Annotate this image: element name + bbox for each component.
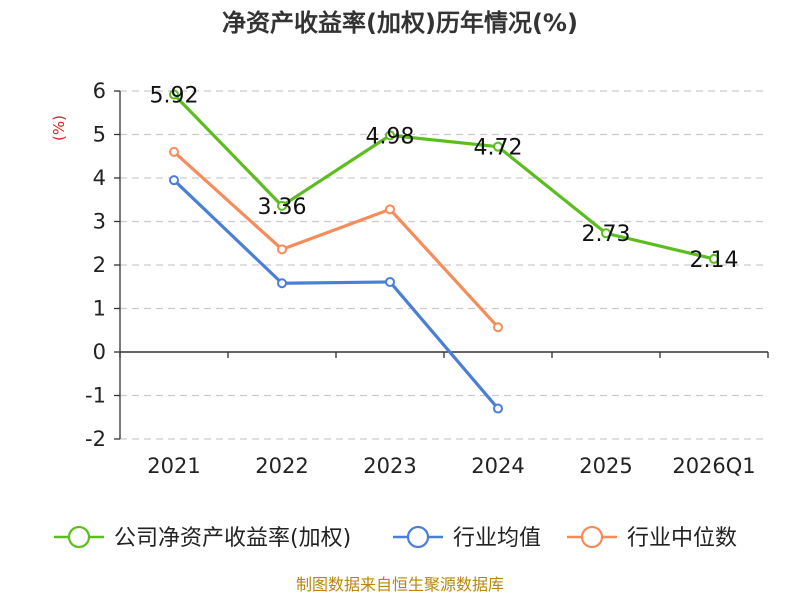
x-tick-label: 2022 bbox=[255, 454, 308, 478]
data-point[interactable] bbox=[169, 175, 179, 186]
series-line bbox=[172, 93, 715, 261]
x-tick-label: 2023 bbox=[363, 454, 416, 478]
legend-label: 行业均值 bbox=[453, 526, 541, 551]
y-tick-labels: 6 5 4 3 2 1 0 -1 -2 bbox=[85, 79, 106, 451]
chart-title: 净资产收益率(加权)历年情况(%) bbox=[222, 9, 578, 37]
data-point[interactable] bbox=[169, 146, 179, 157]
legend-marker bbox=[67, 525, 91, 549]
x-tick-label: 2024 bbox=[471, 454, 524, 478]
data-point[interactable] bbox=[277, 200, 287, 211]
legend[interactable]: 公司净资产收益率(加权) 行业均值 行业中位数 bbox=[54, 525, 737, 551]
legend-marker bbox=[406, 525, 430, 549]
y-tick-label: 1 bbox=[93, 297, 106, 321]
y-axis-label: (%) bbox=[50, 115, 68, 141]
y-tick-label: 0 bbox=[93, 340, 106, 364]
series-lines bbox=[169, 89, 719, 414]
data-label: 2.73 bbox=[582, 222, 631, 247]
y-tick-label: 5 bbox=[93, 123, 106, 147]
data-point[interactable] bbox=[493, 403, 503, 414]
gridlines bbox=[120, 90, 768, 440]
series-1 bbox=[169, 175, 503, 414]
y-tick-label: 2 bbox=[93, 253, 106, 277]
series-line bbox=[172, 150, 500, 329]
data-point[interactable] bbox=[169, 89, 179, 100]
x-tick-label: 2025 bbox=[579, 454, 632, 478]
data-point[interactable] bbox=[385, 204, 395, 215]
data-point[interactable] bbox=[277, 244, 287, 255]
data-label: 2.14 bbox=[690, 248, 739, 273]
series-0 bbox=[169, 89, 719, 264]
y-tick-label: 4 bbox=[93, 166, 106, 190]
y-tick-label: 6 bbox=[93, 79, 106, 103]
legend-label: 行业中位数 bbox=[627, 526, 737, 551]
x-tick-labels: 2021 2022 2023 2024 2025 2026Q1 bbox=[147, 454, 755, 478]
legend-item-2[interactable]: 行业中位数 bbox=[567, 525, 737, 551]
legend-item-0[interactable]: 公司净资产收益率(加权) bbox=[54, 525, 351, 551]
data-point[interactable] bbox=[601, 228, 611, 239]
data-label: 5.92 bbox=[150, 83, 199, 108]
legend-marker bbox=[580, 525, 604, 549]
source-note: 制图数据来自恒生聚源数据库 bbox=[296, 575, 504, 594]
series-line bbox=[172, 179, 500, 410]
data-point[interactable] bbox=[493, 141, 503, 152]
data-point[interactable] bbox=[493, 322, 503, 333]
data-point[interactable] bbox=[385, 276, 395, 287]
data-label: 4.72 bbox=[474, 136, 523, 161]
x-tick-label: 2021 bbox=[147, 454, 200, 478]
legend-item-1[interactable]: 行业均值 bbox=[393, 525, 541, 551]
y-tick-label: -1 bbox=[85, 384, 106, 408]
series-2 bbox=[169, 146, 503, 333]
y-tick-label: 3 bbox=[93, 210, 106, 234]
data-label: 3.36 bbox=[258, 195, 307, 220]
legend-label: 公司净资产收益率(加权) bbox=[114, 526, 351, 551]
axes bbox=[114, 90, 769, 440]
data-point[interactable] bbox=[277, 278, 287, 289]
data-labels: 5.92 3.36 4.98 4.72 2.73 2.14 bbox=[150, 83, 739, 272]
data-point[interactable] bbox=[385, 130, 395, 141]
data-point[interactable] bbox=[709, 253, 719, 264]
x-tick-label: 2026Q1 bbox=[672, 454, 755, 478]
data-label: 4.98 bbox=[366, 124, 415, 149]
y-tick-label: -2 bbox=[85, 427, 106, 451]
